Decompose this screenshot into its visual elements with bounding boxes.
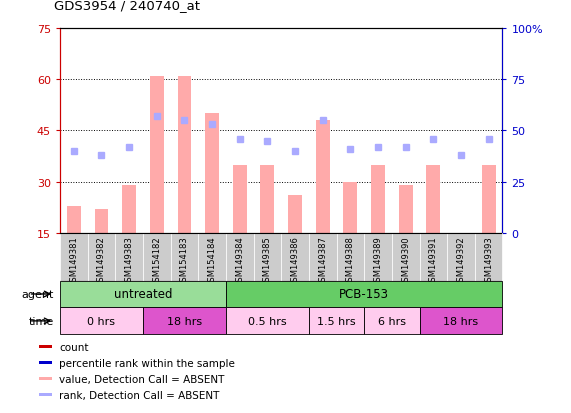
Text: PCB-153: PCB-153 [339, 288, 389, 301]
Bar [288, 196, 302, 233]
Bar [60, 308, 143, 335]
Bar [420, 308, 502, 335]
Text: GDS3954 / 240740_at: GDS3954 / 240740_at [54, 0, 200, 12]
Text: 18 hrs: 18 hrs [167, 316, 202, 326]
Bar [67, 206, 81, 233]
Text: GSM149387: GSM149387 [318, 236, 327, 287]
Bar [364, 233, 392, 281]
Bar [60, 281, 226, 308]
Bar [309, 233, 336, 281]
Text: untreated: untreated [114, 288, 172, 301]
Text: rank, Detection Call = ABSENT: rank, Detection Call = ABSENT [59, 390, 219, 400]
Bar [39, 393, 52, 396]
Text: 0.5 hrs: 0.5 hrs [248, 316, 287, 326]
Text: GSM149381: GSM149381 [69, 236, 78, 286]
Bar [171, 233, 198, 281]
Text: GSM154184: GSM154184 [208, 236, 216, 286]
Text: GSM149385: GSM149385 [263, 236, 272, 286]
Bar [226, 233, 254, 281]
Text: GSM149393: GSM149393 [484, 236, 493, 286]
Bar [87, 233, 115, 281]
Text: GSM149389: GSM149389 [373, 236, 383, 286]
Text: GSM149382: GSM149382 [97, 236, 106, 286]
Bar [254, 233, 282, 281]
Bar [198, 233, 226, 281]
Bar [178, 77, 191, 233]
Text: 1.5 hrs: 1.5 hrs [317, 316, 356, 326]
Bar [282, 233, 309, 281]
Bar [233, 165, 247, 233]
Bar [336, 233, 364, 281]
Text: GSM149390: GSM149390 [401, 236, 410, 286]
Bar [309, 308, 364, 335]
Text: agent: agent [22, 289, 54, 299]
Bar [122, 186, 136, 233]
Bar [399, 186, 413, 233]
Bar [420, 233, 447, 281]
Bar [447, 233, 475, 281]
Text: 0 hrs: 0 hrs [87, 316, 115, 326]
Bar [392, 233, 420, 281]
Text: GSM154183: GSM154183 [180, 236, 189, 286]
Bar [371, 165, 385, 233]
Bar [143, 233, 171, 281]
Bar [95, 209, 108, 233]
Bar [205, 114, 219, 233]
Bar [316, 121, 329, 233]
Bar [150, 77, 164, 233]
Bar [115, 233, 143, 281]
Bar [343, 182, 357, 233]
Text: GSM149383: GSM149383 [124, 236, 134, 287]
Text: time: time [29, 316, 54, 326]
Text: count: count [59, 342, 89, 351]
Bar [260, 165, 274, 233]
Text: GSM149384: GSM149384 [235, 236, 244, 286]
Text: GSM149392: GSM149392 [456, 236, 465, 286]
Bar [226, 281, 502, 308]
Bar [475, 233, 502, 281]
Text: GSM154182: GSM154182 [152, 236, 161, 286]
Bar [364, 308, 420, 335]
Bar [60, 233, 87, 281]
Bar [39, 345, 52, 349]
Text: percentile rank within the sample: percentile rank within the sample [59, 358, 235, 368]
Text: GSM149388: GSM149388 [346, 236, 355, 287]
Bar [226, 308, 309, 335]
Bar [39, 377, 52, 380]
Text: value, Detection Call = ABSENT: value, Detection Call = ABSENT [59, 374, 224, 384]
Text: GSM149386: GSM149386 [291, 236, 300, 287]
Text: GSM149391: GSM149391 [429, 236, 438, 286]
Bar [427, 165, 440, 233]
Bar [39, 361, 52, 364]
Bar [143, 308, 226, 335]
Text: 18 hrs: 18 hrs [444, 316, 478, 326]
Text: 6 hrs: 6 hrs [378, 316, 406, 326]
Bar [482, 165, 496, 233]
